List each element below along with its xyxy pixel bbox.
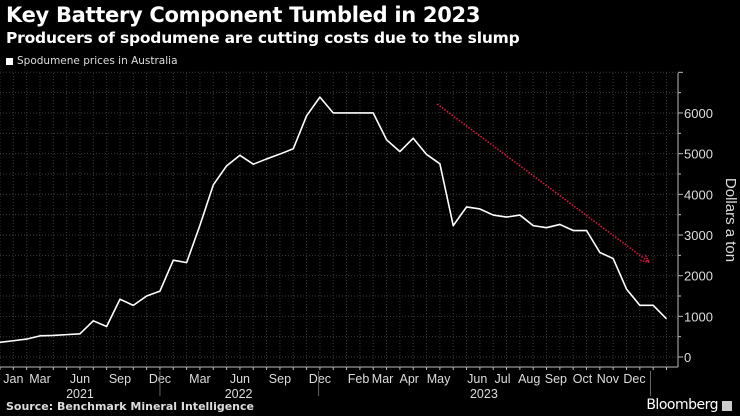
legend-label: Spodumene prices in Australia [17,55,178,67]
x-tick-label: Jul [495,372,511,386]
x-tick-label: Feb [348,372,370,386]
brand-logo: Bloomberg [646,397,718,413]
y-tick-label: 0 [684,350,691,365]
x-tick-label: Apr [400,372,419,386]
y-tick-label: 6000 [684,106,713,121]
x-tick-label: Sep [109,372,131,386]
x-tick-label: Mar [372,372,394,386]
y-tick-label: 1000 [684,309,713,324]
x-tick-label: Sep [545,372,567,386]
year-label: 2022 [225,387,253,401]
x-tick-label: Dec [309,372,331,386]
trend-arrow [436,103,650,263]
year-label: 2021 [66,387,94,401]
x-tick-label: Oct [573,372,593,386]
y-axis-label: Dollars a ton [722,178,739,262]
x-tick-label: Jun [467,372,487,386]
year-label: 2023 [470,387,498,401]
legend-swatch [6,57,13,65]
x-tick-label: Jan [3,372,23,386]
x-tick-label: Mar [189,372,211,386]
bloomberg-icon [722,401,732,411]
x-tick-label: Aug [518,372,540,386]
y-tick-label: 2000 [684,269,713,284]
x-tick-label: Jun [230,372,250,386]
x-tick-label: Mar [29,372,51,386]
y-tick-label: 5000 [684,147,713,162]
x-tick-label: Dec [623,372,645,386]
chart-title: Key Battery Component Tumbled in 2023 [6,3,481,27]
x-tick-label: Sep [269,372,291,386]
source-note: Source: Benchmark Mineral Intelligence [6,400,254,413]
arrow-head-icon [640,253,651,264]
legend: Spodumene prices in Australia [6,55,178,67]
x-tick-label: Jun [70,372,90,386]
x-tick-label: May [427,372,451,386]
chart-subtitle: Producers of spodumene are cutting costs… [6,29,520,47]
y-tick-label: 3000 [684,228,713,243]
price-line [0,96,668,344]
y-tick-label: 4000 [684,187,713,202]
x-tick-label: Nov [597,372,620,386]
